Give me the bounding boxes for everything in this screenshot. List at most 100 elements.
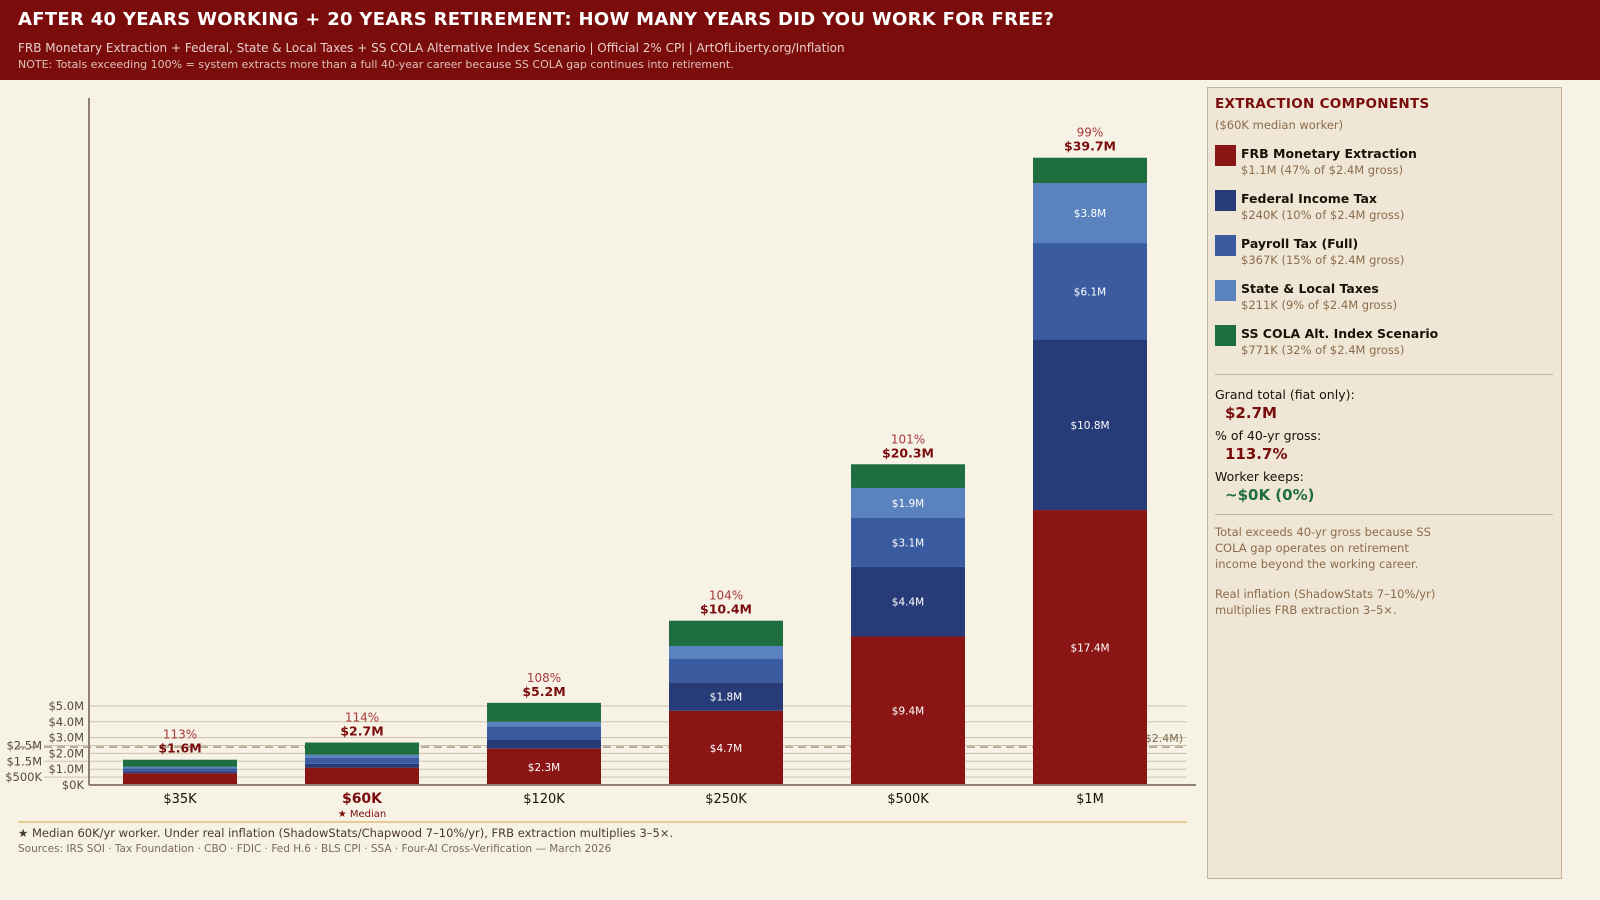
x-tick-label: $500K xyxy=(887,792,929,807)
y-tick-label: $4.0M xyxy=(48,715,84,729)
bar-segment xyxy=(123,759,237,767)
footnote: ★ Median 60K/yr worker. Under real infla… xyxy=(18,826,674,840)
bar-segment xyxy=(123,771,237,774)
bar-segment xyxy=(851,636,965,785)
bar-segment xyxy=(305,742,419,755)
legend-swatch xyxy=(1215,325,1236,346)
bar-segment xyxy=(1033,339,1147,511)
divider xyxy=(1215,374,1553,375)
pct-label: % of 40-yr gross: xyxy=(1215,428,1322,443)
stacked-bar-chart: $0K $500K $1.0M $1.5M $2.0M $2.5M $3.0M $4.0M $5… xyxy=(5,98,1196,823)
bar-segment xyxy=(487,748,601,785)
segment-label: $3.1M xyxy=(892,537,924,549)
bar-segment xyxy=(669,710,783,785)
bar-segment xyxy=(487,726,601,740)
bar-total-label: $2.7M xyxy=(340,724,383,739)
bar-total-label: $1.6M xyxy=(158,741,201,756)
legend-subtitle: ($60K median worker) xyxy=(1215,118,1344,132)
bar-segment xyxy=(1033,510,1147,785)
reference-line-label: ($2.4M) xyxy=(1140,732,1183,745)
segment-label: $2.3M xyxy=(528,762,560,774)
legend-item-value: $240K (10% of $2.4M gross) xyxy=(1241,208,1405,222)
bar-segment xyxy=(669,620,783,646)
legend-item-value: $1.1M (47% of $2.4M gross) xyxy=(1241,163,1404,177)
page-subtitle: FRB Monetary Extraction + Federal, State… xyxy=(18,41,845,55)
bar-segment xyxy=(487,702,601,722)
bar-total-label: $20.3M xyxy=(882,445,934,460)
bar-total-label: $39.7M xyxy=(1064,139,1116,154)
bar-segment xyxy=(123,773,237,785)
legend-item-value: $771K (32% of $2.4M gross) xyxy=(1241,343,1405,357)
segment-label: $1.8M xyxy=(710,692,742,704)
x-tick-label: $35K xyxy=(163,792,197,807)
bar-percent-label: 101% xyxy=(891,432,925,446)
y-tick-label: $1.5M xyxy=(6,754,42,768)
keeps-value: ~$0K (0%) xyxy=(1225,486,1315,504)
bar-segment xyxy=(305,758,419,764)
bar-segment xyxy=(305,763,419,768)
legend-swatch xyxy=(1215,280,1236,301)
x-tick-label: $60K xyxy=(342,791,383,807)
segment-label: $17.4M xyxy=(1070,643,1109,655)
header-banner: AFTER 40 YEARS WORKING + 20 YEARS RETIRE… xyxy=(0,0,1600,80)
y-tick-label: $3.0M xyxy=(48,731,84,745)
grand-total-value: $2.7M xyxy=(1225,404,1277,422)
y-tick-label: $2.5M xyxy=(6,739,42,753)
bar-percent-label: 104% xyxy=(709,589,743,603)
bar-segment xyxy=(305,754,419,759)
bar-percent-label: 114% xyxy=(345,711,379,725)
legend-item-name: SS COLA Alt. Index Scenario xyxy=(1241,326,1439,341)
y-tick-label: $2.0M xyxy=(48,746,84,760)
y-tick-label: $5.0M xyxy=(48,699,84,713)
legend-panel: EXTRACTION COMPONENTS ($60K median worke… xyxy=(1207,87,1562,879)
divider xyxy=(1215,514,1553,515)
legend-item-value: $367K (15% of $2.4M gross) xyxy=(1241,253,1405,267)
bar-segment xyxy=(123,768,237,772)
x-tick-label: $250K xyxy=(705,792,747,807)
explanation-2: Real inflation (ShadowStats 7–10%/yr) mu… xyxy=(1215,587,1436,617)
bar-percent-label: 99% xyxy=(1077,126,1104,140)
legend-item-name: State & Local Taxes xyxy=(1241,281,1379,296)
segment-label: $10.8M xyxy=(1070,420,1109,432)
segment-label: $4.4M xyxy=(892,597,924,609)
bar-segment xyxy=(851,566,965,637)
explanation-1: Total exceeds 40-yr gross because SS COL… xyxy=(1215,525,1431,571)
grand-total-label: Grand total (fiat only): xyxy=(1215,387,1355,402)
x-tick-label: $120K xyxy=(523,792,565,807)
bar-total-label: $5.2M xyxy=(522,684,565,699)
segment-label: $4.7M xyxy=(710,743,742,755)
bar-segment xyxy=(487,721,601,727)
page-note: NOTE: Totals exceeding 100% = system ext… xyxy=(18,58,734,71)
segment-label: $1.9M xyxy=(892,498,924,510)
legend-item-name: FRB Monetary Extraction xyxy=(1241,146,1417,161)
bar-segment xyxy=(851,464,965,488)
segment-label: $6.1M xyxy=(1074,286,1106,298)
legend-swatch xyxy=(1215,145,1236,166)
bar-segment xyxy=(1033,157,1147,184)
bar-percent-label: 108% xyxy=(527,671,561,685)
bar-segment xyxy=(1033,183,1147,244)
legend-item-value: $211K (9% of $2.4M gross) xyxy=(1241,298,1398,312)
legend-swatch xyxy=(1215,190,1236,211)
x-tick-sublabel: ★ Median xyxy=(338,809,387,820)
legend-title: EXTRACTION COMPONENTS xyxy=(1215,96,1430,112)
bar-segment xyxy=(1033,243,1147,340)
bar-segment xyxy=(305,767,419,785)
bar-segment xyxy=(851,487,965,518)
y-tick-label: $1.0M xyxy=(48,762,84,776)
bar-segment xyxy=(669,658,783,683)
segment-label: $9.4M xyxy=(892,706,924,718)
page-title: AFTER 40 YEARS WORKING + 20 YEARS RETIRE… xyxy=(18,9,1055,30)
legend-item-name: Payroll Tax (Full) xyxy=(1241,236,1359,251)
legend-item-name: Federal Income Tax xyxy=(1241,191,1377,206)
pct-value: 113.7% xyxy=(1225,445,1288,463)
x-tick-label: $1M xyxy=(1076,792,1104,807)
bar-percent-label: 113% xyxy=(163,728,197,742)
keeps-label: Worker keeps: xyxy=(1215,469,1304,484)
bar-total-label: $10.4M xyxy=(700,602,752,617)
legend-swatch xyxy=(1215,235,1236,256)
bar-segment xyxy=(669,682,783,711)
segment-label: $3.8M xyxy=(1074,208,1106,220)
bar-segment xyxy=(123,766,237,769)
bar-segment xyxy=(487,739,601,749)
